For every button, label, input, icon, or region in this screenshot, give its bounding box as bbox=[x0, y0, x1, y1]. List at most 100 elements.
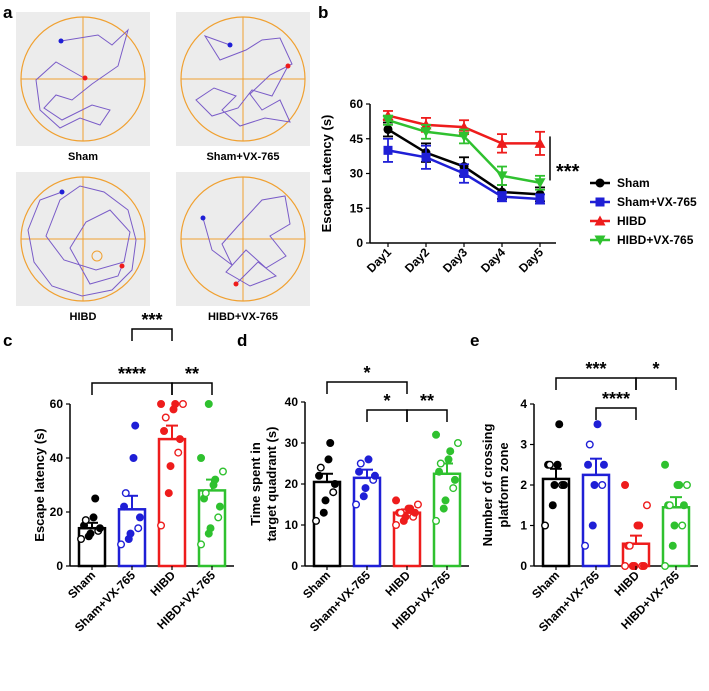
maze-label-hibd-vx765: HIBD+VX-765 bbox=[208, 311, 278, 323]
significance-bracket bbox=[171, 382, 213, 395]
data-point bbox=[81, 516, 90, 525]
data-point bbox=[312, 516, 321, 525]
x-tick-label: Sham bbox=[65, 568, 98, 601]
data-point bbox=[595, 178, 605, 188]
y-tick-label: 3 bbox=[520, 438, 527, 452]
significance-label: *** bbox=[585, 359, 606, 379]
data-point bbox=[621, 481, 630, 490]
end-point bbox=[82, 75, 88, 81]
y-tick-label: 0 bbox=[291, 559, 298, 573]
data-point bbox=[215, 502, 224, 511]
y-tick-label: 20 bbox=[285, 477, 299, 491]
significance-label: * bbox=[383, 391, 390, 411]
x-tick-label: Day2 bbox=[402, 245, 432, 275]
data-point bbox=[316, 463, 325, 472]
data-point bbox=[678, 521, 687, 530]
data-point bbox=[175, 435, 184, 444]
swim-path bbox=[35, 28, 129, 129]
bar-group-hibd-vx-765 bbox=[432, 430, 462, 568]
significance-bracket bbox=[635, 377, 677, 390]
data-point bbox=[131, 421, 140, 430]
data-point bbox=[214, 513, 223, 522]
significance-bracket bbox=[595, 407, 637, 420]
significance-label: *** bbox=[556, 161, 580, 183]
data-point bbox=[204, 400, 213, 409]
data-point bbox=[679, 501, 688, 510]
panel-label-e: e bbox=[470, 331, 479, 350]
significance-label: **** bbox=[602, 389, 630, 409]
swim-path bbox=[195, 35, 293, 127]
x-tick-label: Sham bbox=[300, 568, 333, 601]
bar-group-hibd bbox=[157, 400, 187, 568]
panel-label-a: a bbox=[3, 3, 13, 22]
x-tick-label: Day1 bbox=[364, 245, 394, 275]
significance-label: **** bbox=[118, 364, 146, 384]
legend-label: HIBD bbox=[617, 214, 647, 228]
data-point bbox=[496, 171, 508, 182]
data-point bbox=[594, 215, 606, 226]
data-point bbox=[178, 400, 187, 409]
data-point bbox=[370, 471, 379, 480]
data-point bbox=[436, 459, 445, 468]
data-point bbox=[441, 496, 450, 505]
bar bbox=[661, 506, 691, 568]
y-tick-label: 4 bbox=[520, 397, 527, 411]
data-point bbox=[324, 455, 333, 464]
data-point bbox=[581, 541, 590, 550]
data-point bbox=[559, 481, 568, 490]
data-point bbox=[675, 481, 684, 490]
data-point bbox=[661, 562, 670, 571]
y-tick-label: 40 bbox=[50, 451, 64, 465]
bar-group-sham bbox=[312, 439, 342, 568]
data-point bbox=[548, 501, 557, 510]
data-point bbox=[352, 500, 361, 509]
maze-label-hibd: HIBD bbox=[70, 311, 97, 323]
data-point bbox=[598, 481, 607, 490]
data-point bbox=[555, 420, 564, 429]
data-point bbox=[135, 513, 144, 522]
data-point bbox=[392, 521, 401, 530]
significance-bracket bbox=[91, 382, 173, 395]
legend-label: HIBD+VX-765 bbox=[617, 233, 694, 247]
data-point bbox=[439, 504, 448, 513]
x-tick-label: Day3 bbox=[440, 245, 470, 275]
y-tick-label: 60 bbox=[50, 397, 64, 411]
bar-group-hibd bbox=[621, 481, 651, 571]
data-point bbox=[534, 178, 546, 189]
data-point bbox=[497, 192, 507, 202]
platform-zone bbox=[91, 250, 103, 262]
data-point bbox=[329, 488, 338, 497]
x-tick-label: Sham bbox=[529, 568, 562, 601]
y-tick-label: 1 bbox=[520, 519, 527, 533]
data-point bbox=[330, 480, 339, 489]
data-point bbox=[211, 475, 220, 484]
y-tick-label: 2 bbox=[520, 478, 527, 492]
data-point bbox=[396, 508, 405, 517]
data-point bbox=[361, 484, 370, 493]
data-point bbox=[642, 501, 651, 510]
data-point bbox=[166, 462, 175, 471]
data-point bbox=[197, 540, 206, 549]
data-point bbox=[160, 427, 169, 436]
data-point bbox=[364, 455, 373, 464]
platform-crossing-bar-chart: 0 1 2 3 4 Number of crossing platform zone Sham… bbox=[480, 359, 698, 634]
significance-label: ** bbox=[420, 391, 434, 411]
data-point bbox=[458, 131, 470, 142]
significance-bracket bbox=[131, 328, 173, 341]
data-point bbox=[174, 448, 183, 457]
data-point bbox=[121, 489, 130, 498]
bar-group-sham-vx-765 bbox=[117, 421, 147, 568]
data-point bbox=[639, 562, 648, 571]
data-point bbox=[444, 455, 453, 464]
data-point bbox=[95, 524, 104, 533]
y-axis-label: Escape Latency (s) bbox=[319, 115, 334, 233]
series-hibd-vx-765 bbox=[382, 114, 546, 191]
start-point bbox=[58, 38, 64, 44]
data-point bbox=[599, 460, 608, 469]
data-point bbox=[553, 460, 562, 469]
swim-path bbox=[27, 185, 137, 297]
data-point bbox=[584, 460, 593, 469]
data-point bbox=[545, 460, 554, 469]
data-point bbox=[496, 137, 508, 148]
data-point bbox=[383, 124, 393, 134]
